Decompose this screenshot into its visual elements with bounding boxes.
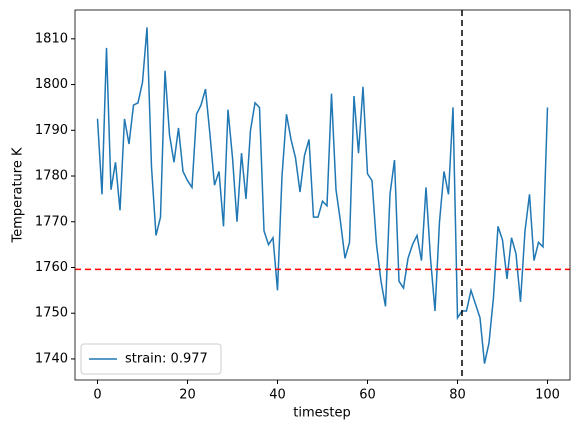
y-tick-label: 1770 bbox=[35, 214, 68, 229]
y-tick-label: 1740 bbox=[35, 351, 68, 366]
x-tick-label: 0 bbox=[93, 388, 101, 403]
y-tick-label: 1760 bbox=[35, 260, 68, 275]
x-tick-label: 40 bbox=[269, 388, 286, 403]
data-line bbox=[96, 27, 549, 364]
y-axis-label: Temperature K bbox=[11, 147, 26, 243]
y-tick-label: 1810 bbox=[35, 31, 68, 46]
y-tick-label: 1750 bbox=[35, 306, 68, 321]
x-axis-label: timestep bbox=[293, 406, 351, 421]
plot-frame bbox=[74, 9, 571, 381]
x-tick-label: 100 bbox=[535, 388, 560, 403]
x-tick-label: 20 bbox=[179, 388, 196, 403]
legend-box bbox=[80, 343, 222, 375]
y-tick-label: 1790 bbox=[35, 123, 68, 138]
x-tick-label: 60 bbox=[359, 388, 376, 403]
y-tick-label: 1780 bbox=[35, 169, 68, 184]
y-tick-label: 1800 bbox=[35, 77, 68, 92]
legend-label: strain: 0.977 bbox=[125, 352, 208, 367]
x-tick-label: 80 bbox=[449, 388, 466, 403]
